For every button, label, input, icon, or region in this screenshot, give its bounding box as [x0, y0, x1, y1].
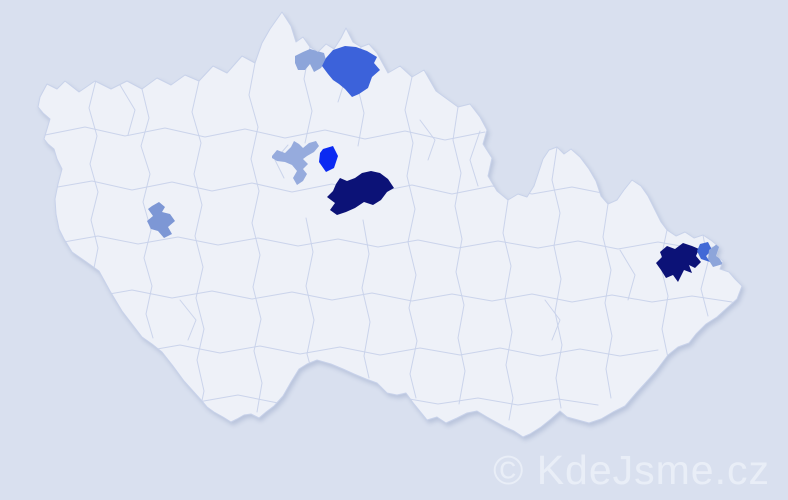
highlighted-districts: [147, 46, 723, 282]
district-east-medium[interactable]: [697, 242, 712, 262]
district-central-light[interactable]: [272, 141, 319, 185]
country-outline: [37, 11, 743, 438]
district-borders: [44, 46, 739, 421]
district-west-medium[interactable]: [147, 202, 175, 238]
district-east-navy[interactable]: [656, 243, 701, 282]
district-north-light[interactable]: [295, 49, 326, 72]
district-central-navy[interactable]: [327, 171, 394, 215]
district-prague-bright[interactable]: [319, 146, 338, 172]
district-north-royal[interactable]: [322, 46, 380, 97]
watermark-text: © KdeJsme.cz: [493, 447, 770, 493]
